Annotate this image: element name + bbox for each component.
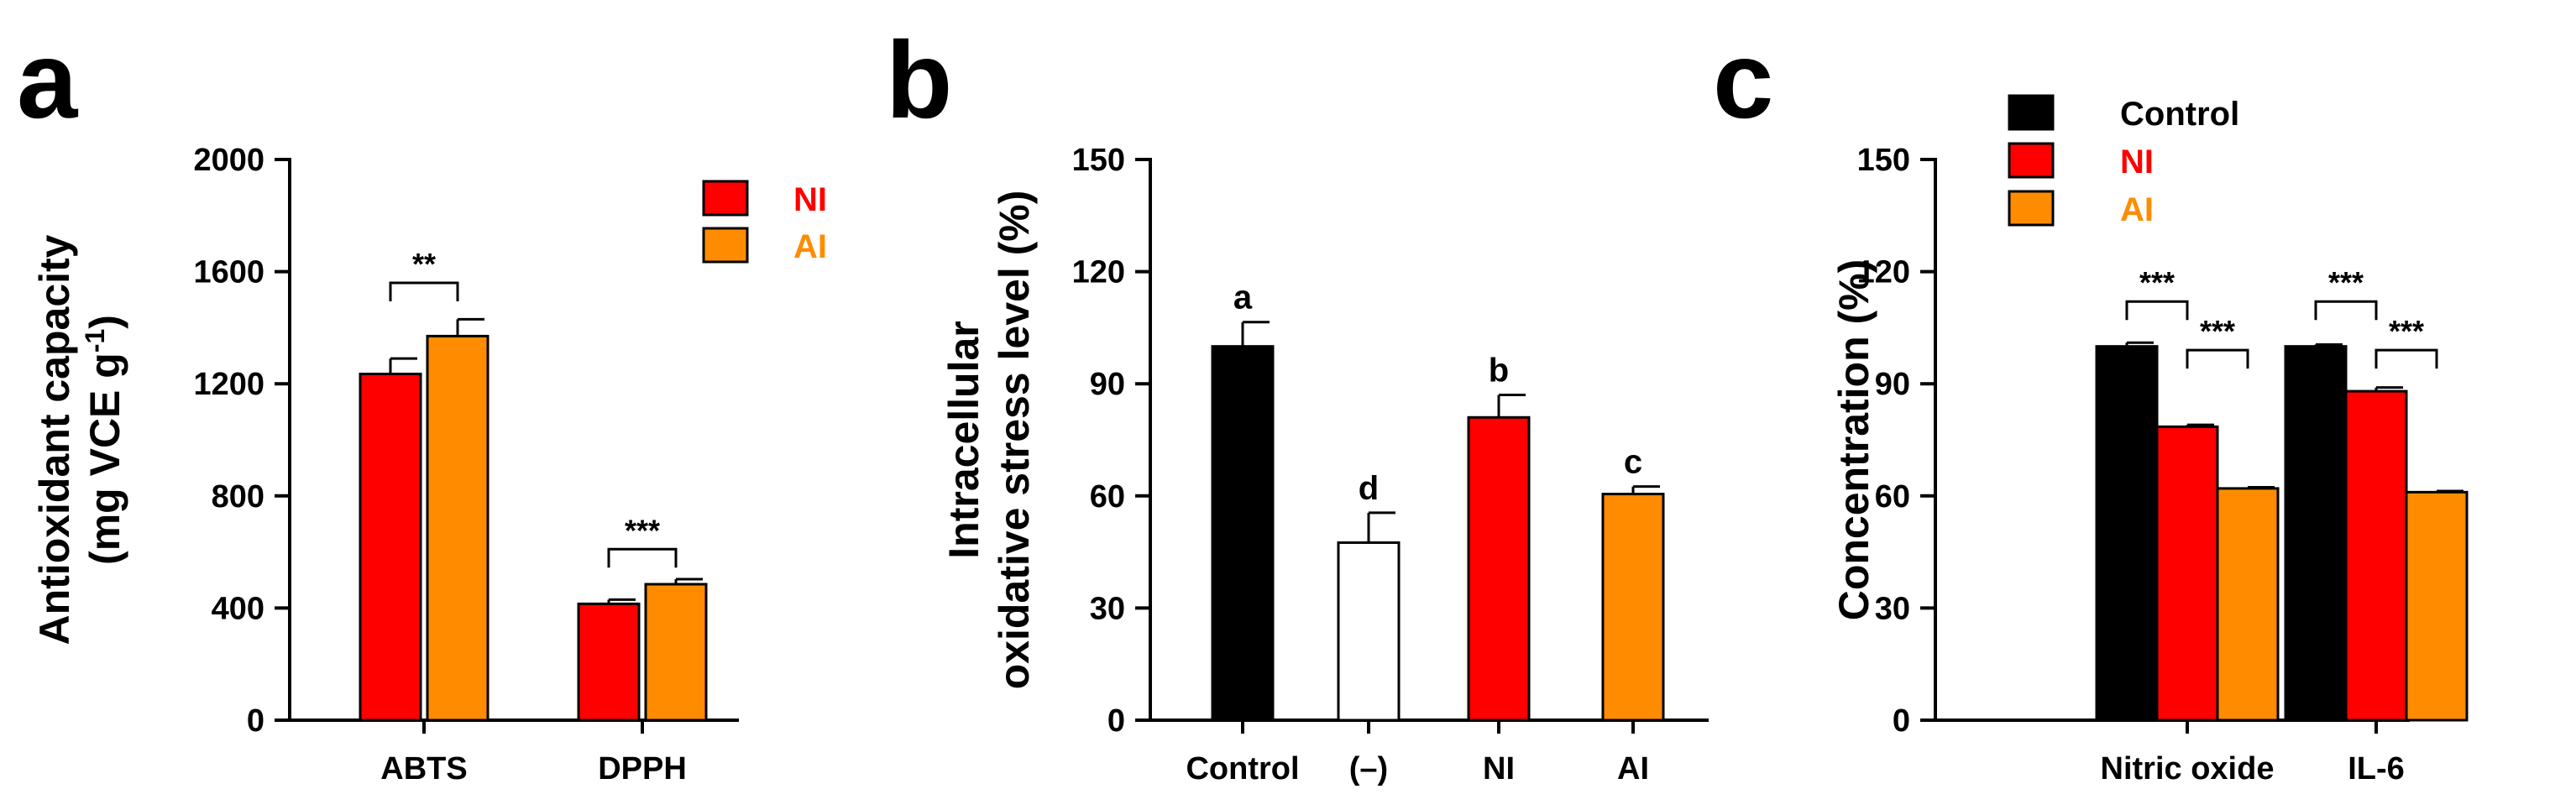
- significance-bracket: [2314, 300, 2378, 321]
- significance-bracket: [607, 547, 678, 568]
- group-letter: a: [1233, 280, 1253, 316]
- significance-label: ***: [2139, 265, 2175, 300]
- y-tick-label: 90: [1090, 367, 1125, 402]
- panel-letter-c: c: [1713, 18, 1773, 141]
- y-tick-label: 120: [1857, 255, 1910, 290]
- panel-letter-b: b: [886, 18, 952, 141]
- significance-label: ***: [2328, 265, 2364, 300]
- significance-label: **: [412, 247, 436, 281]
- y-tick-label: 150: [1857, 143, 1910, 178]
- x-tick-label: Nitric oxide: [2101, 751, 2275, 786]
- bar-AI: [1601, 493, 1665, 722]
- y-tick-label: 800: [212, 479, 264, 515]
- bar-NI-DPPH: [577, 602, 641, 722]
- legend-label-Control: Control: [2120, 96, 2239, 133]
- y-tick-label: 0: [247, 703, 264, 739]
- y-axis-label-line1: Intracellular: [940, 321, 987, 558]
- significance-label: ***: [625, 513, 660, 547]
- bar-AI-Nitric oxide: [2216, 487, 2280, 722]
- significance-label: ***: [2389, 314, 2424, 348]
- y-tick-label: 400: [212, 591, 264, 626]
- legend-label-NI: NI: [2120, 144, 2154, 180]
- y-axis-label-unit-main: (mg VCE g: [81, 353, 128, 565]
- legend-label-AI: AI: [793, 228, 827, 265]
- bar-Control-IL-6: [2284, 345, 2348, 722]
- bar-NI: [1467, 415, 1531, 722]
- panel-letter-a: a: [17, 18, 79, 141]
- bar-NI-Nitric oxide: [2155, 425, 2219, 722]
- legend-label-NI: NI: [793, 181, 827, 218]
- bar-AI-ABTS: [426, 334, 490, 722]
- panel-a: a 0 400 800 1200 1600 2000 ABTS DPPH Antioxidant …: [17, 18, 827, 786]
- y-axis-label-line2: oxidative stress level (%): [991, 191, 1038, 690]
- significance-bracket: [2374, 348, 2438, 369]
- group-letter: b: [1489, 353, 1509, 389]
- panel-c: c 0 30 60 90 120 150 Nitric oxide IL-6 Concentrat…: [1713, 18, 2469, 786]
- significance-label: ***: [2200, 314, 2235, 348]
- legend-swatch-NI: [2008, 142, 2055, 179]
- significance-bracket: [2125, 300, 2189, 321]
- x-tick-label: DPPH: [598, 751, 687, 786]
- significance-bracket: [2186, 348, 2249, 369]
- legend-swatch-AI: [702, 227, 749, 264]
- y-tick-label: 1200: [193, 367, 264, 402]
- bar-Control: [1211, 345, 1275, 722]
- bar-AI-IL-6: [2405, 490, 2469, 722]
- bar-NI-ABTS: [359, 373, 422, 722]
- y-tick-label: 60: [1090, 479, 1125, 515]
- bar-AI-DPPH: [644, 583, 708, 722]
- group-letter: d: [1359, 470, 1379, 507]
- significance-bracket: [389, 281, 459, 301]
- y-tick-label: 90: [1875, 367, 1910, 402]
- x-tick-label: AI: [1617, 751, 1649, 786]
- y-axis-label: Antioxidant capacity: [31, 234, 78, 645]
- legend-swatch-NI: [702, 180, 749, 217]
- y-axis-label: Concentration (%): [1830, 259, 1877, 621]
- y-axis-label-unit: (mg VCE g-1): [80, 315, 128, 565]
- x-tick-label: NI: [1483, 751, 1515, 786]
- legend-swatch-Control: [2008, 94, 2055, 131]
- bar-NI-IL-6: [2344, 389, 2408, 722]
- y-tick-label: 30: [1875, 591, 1910, 626]
- y-axis-label-unit-sup: -1: [80, 329, 110, 353]
- x-tick-label: (–): [1349, 751, 1388, 786]
- x-tick-label: Control: [1186, 751, 1299, 786]
- y-tick-label: 0: [1107, 703, 1125, 739]
- y-tick-label: 30: [1090, 591, 1125, 626]
- legend-label-AI: AI: [2120, 191, 2154, 228]
- y-tick-label: 1600: [193, 255, 264, 290]
- group-letter: c: [1624, 444, 1642, 481]
- x-tick-label: IL-6: [2348, 751, 2405, 786]
- x-tick-label: ABTS: [380, 751, 467, 786]
- panel-b: b 0 30 60 90 120 150 Control (–) NI AI Intracellula…: [886, 18, 1709, 786]
- y-tick-label: 0: [1893, 703, 1910, 739]
- y-tick-label: 60: [1875, 479, 1910, 515]
- legend-swatch-AI: [2008, 190, 2055, 227]
- bar-Control-Nitric oxide: [2095, 345, 2159, 722]
- y-tick-label: 120: [1072, 255, 1125, 290]
- bar-(–): [1337, 541, 1401, 722]
- y-tick-label: 2000: [193, 143, 264, 178]
- y-tick-label: 150: [1072, 143, 1125, 178]
- y-axis-label-unit-close: ): [81, 315, 128, 329]
